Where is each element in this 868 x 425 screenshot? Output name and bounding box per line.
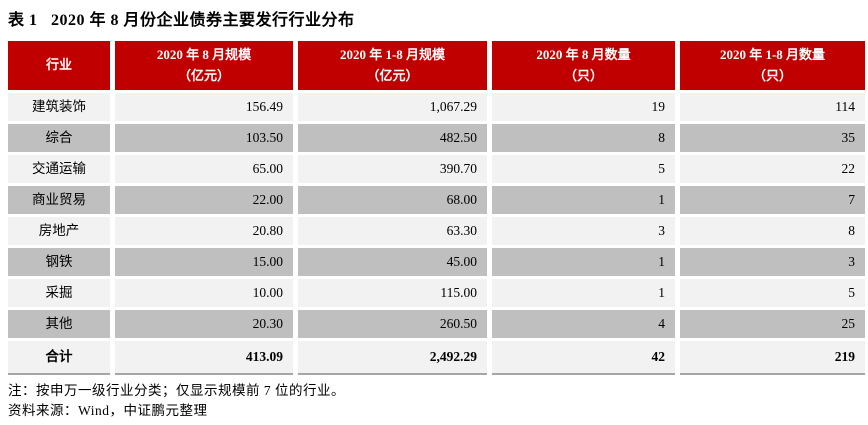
value-cell: 1	[492, 279, 675, 307]
table-title: 表 1 2020 年 8 月份企业债券主要发行行业分布	[8, 12, 355, 29]
column-header-unit: （只）	[563, 67, 603, 83]
industry-cell: 钢铁	[8, 248, 110, 276]
value-cell: 5	[492, 155, 675, 183]
industry-cell: 采掘	[8, 279, 110, 307]
value-cell: 7	[680, 186, 865, 214]
industry-cell: 综合	[8, 124, 110, 152]
value-cell: 390.70	[298, 155, 487, 183]
value-cell: 22	[680, 155, 865, 183]
value-cell: 1,067.29	[298, 93, 487, 121]
value-cell: 3	[680, 248, 865, 276]
industry-cell: 交通运输	[8, 155, 110, 183]
value-cell: 63.30	[298, 217, 487, 245]
table-footnotes: 注：按申万一级行业分类；仅显示规模前 7 位的行业。 资料来源：Wind，中证鹏…	[8, 381, 868, 420]
industry-cell: 其他	[8, 310, 110, 338]
column-header-label: 2020 年 8 月数量	[536, 47, 631, 63]
value-cell: 219	[680, 341, 865, 375]
classification-note: 注：按申万一级行业分类；仅显示规模前 7 位的行业。	[8, 383, 345, 398]
value-cell: 15.00	[115, 248, 293, 276]
value-cell: 114	[680, 93, 865, 121]
value-cell: 8	[492, 124, 675, 152]
value-cell: 2,492.29	[298, 341, 487, 375]
column-header-label: 2020 年 1-8 月数量	[719, 47, 826, 63]
column-header: 2020 年 1-8 月规模 （亿元）	[298, 41, 487, 90]
column-header: 2020 年 8 月数量 （只）	[492, 41, 675, 90]
value-cell: 25	[680, 310, 865, 338]
value-cell: 482.50	[298, 124, 487, 152]
value-cell: 20.80	[115, 217, 293, 245]
value-cell: 42	[492, 341, 675, 375]
value-cell: 19	[492, 93, 675, 121]
value-cell: 115.00	[298, 279, 487, 307]
column-header: 行业	[8, 41, 110, 90]
value-cell: 65.00	[115, 155, 293, 183]
value-cell: 4	[492, 310, 675, 338]
industry-cell: 合计	[8, 341, 110, 375]
industry-cell: 房地产	[8, 217, 110, 245]
industry-cell: 商业贸易	[8, 186, 110, 214]
data-source-note: 资料来源：Wind，中证鹏元整理	[8, 402, 208, 418]
value-cell: 413.09	[115, 341, 293, 375]
value-cell: 260.50	[298, 310, 487, 338]
industry-distribution-table: 行业 2020 年 8 月规模 （亿元） 2020 年 1-8 月规模 （亿元） 2020…	[8, 41, 865, 375]
column-header-label: 2020 年 8 月规模	[156, 47, 252, 63]
value-cell: 22.00	[115, 186, 293, 214]
column-header: 2020 年 1-8 月数量 （只）	[680, 41, 865, 90]
column-header-unit: （只）	[752, 67, 792, 83]
value-cell: 156.49	[115, 93, 293, 121]
value-cell: 5	[680, 279, 865, 307]
value-cell: 10.00	[115, 279, 293, 307]
value-cell: 1	[492, 186, 675, 214]
column-header-label: 行业	[45, 57, 72, 73]
value-cell: 3	[492, 217, 675, 245]
column-header-label: 2020 年 1-8 月规模	[339, 47, 446, 63]
value-cell: 103.50	[115, 124, 293, 152]
column-header-unit: （亿元）	[366, 67, 419, 83]
value-cell: 35	[680, 124, 865, 152]
column-header: 2020 年 8 月规模 （亿元）	[115, 41, 293, 90]
column-header-unit: （亿元）	[177, 67, 230, 83]
value-cell: 45.00	[298, 248, 487, 276]
value-cell: 1	[492, 248, 675, 276]
value-cell: 8	[680, 217, 865, 245]
value-cell: 68.00	[298, 186, 487, 214]
value-cell: 20.30	[115, 310, 293, 338]
industry-cell: 建筑装饰	[8, 93, 110, 121]
